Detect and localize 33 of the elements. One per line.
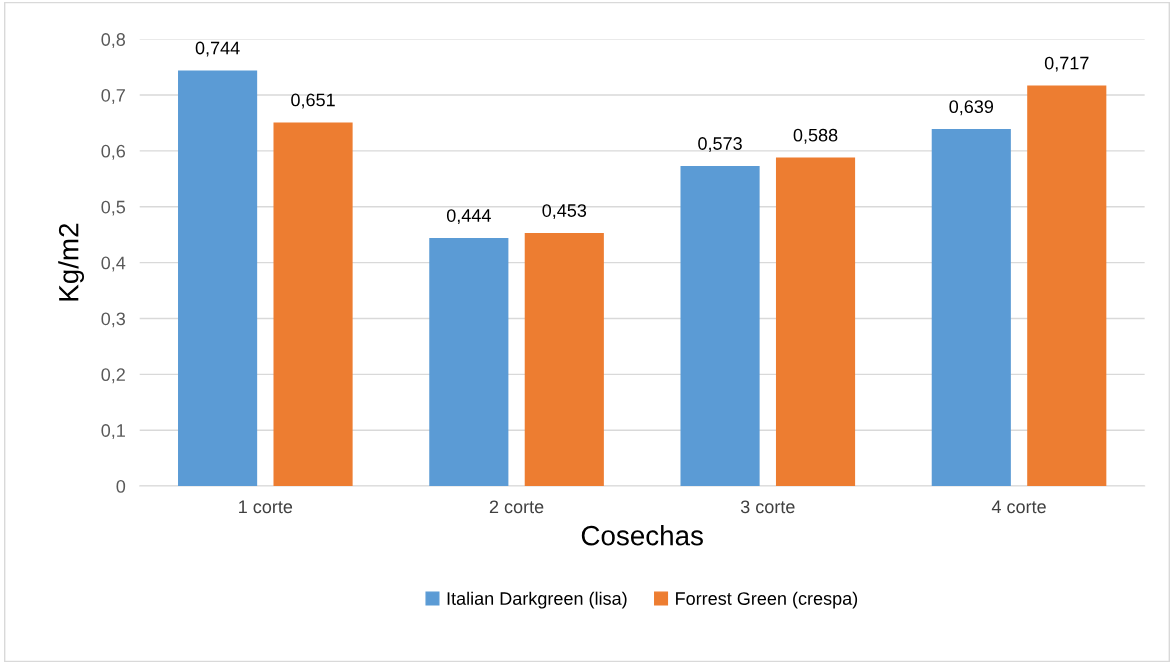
y-tick-label: 0,4	[101, 256, 126, 272]
y-tick-label: 0	[116, 479, 126, 493]
y-tick-label: 0,3	[101, 312, 126, 328]
legend-label: Italian Darkgreen (lisa)	[447, 591, 627, 609]
bar	[273, 122, 353, 487]
y-tick-label: 0,5	[101, 200, 126, 216]
data-label: 0,453	[542, 204, 587, 220]
bar	[1027, 85, 1107, 487]
data-label: 0,744	[195, 41, 240, 57]
x-tick-label: 1 corte	[239, 500, 293, 514]
data-label: 0,444	[446, 209, 491, 225]
x-tick-label: 4 corte	[991, 500, 1046, 514]
bar	[931, 129, 1011, 487]
data-label: 0,717	[1044, 56, 1089, 72]
x-tick-label: 2 corte	[489, 500, 544, 514]
data-label: 0,588	[793, 128, 838, 144]
y-axis-title: Kg/m2	[58, 223, 85, 301]
y-tick-label: 0,8	[101, 33, 126, 49]
bar	[775, 157, 856, 487]
y-tick-label: 0,6	[101, 144, 126, 160]
y-tick-label: 0,2	[101, 368, 125, 384]
x-axis-title: Cosechas	[581, 525, 703, 546]
bar	[429, 238, 509, 487]
data-label: 0,651	[291, 93, 335, 109]
y-tick-label: 0,1	[101, 424, 125, 440]
legend-label: Forrest Green (crespa)	[676, 591, 858, 609]
bar	[178, 70, 258, 487]
bar	[524, 233, 604, 487]
bar	[680, 165, 760, 487]
data-label: 0,639	[949, 100, 994, 116]
y-tick-label: 0,7	[101, 88, 125, 104]
data-label: 0,573	[698, 137, 742, 153]
x-tick-label: 3 corte	[740, 500, 795, 514]
